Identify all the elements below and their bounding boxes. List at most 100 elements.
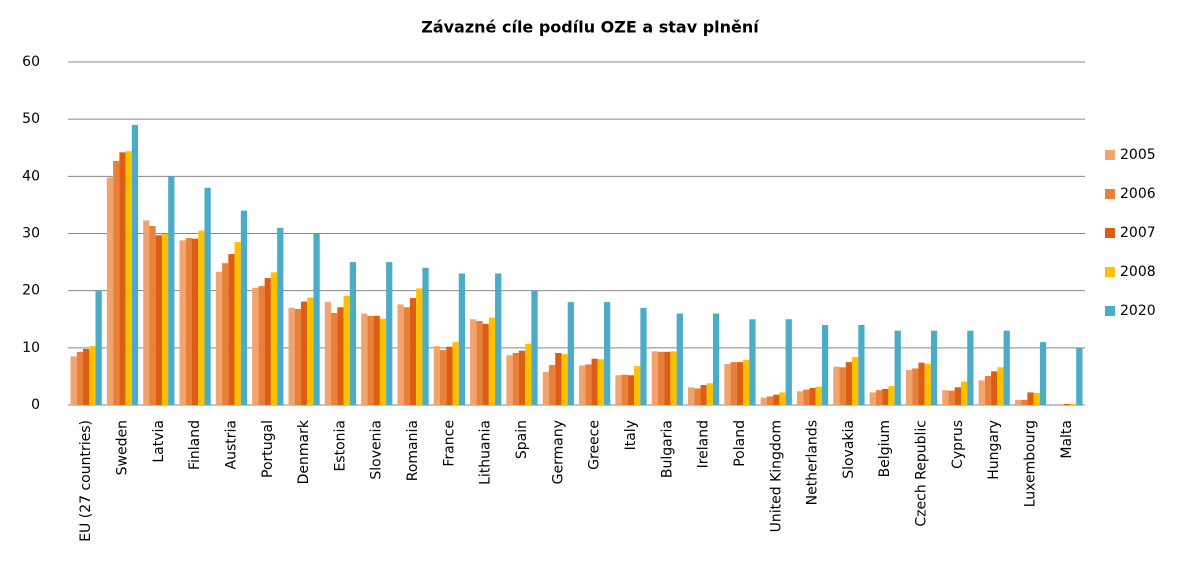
x-tick-label: Denmark xyxy=(296,419,312,484)
legend-label: 2008 xyxy=(1120,264,1156,280)
bar xyxy=(198,230,205,405)
x-tick-label: Slovakia xyxy=(841,420,857,479)
y-tick-label: 30 xyxy=(22,226,40,242)
bar xyxy=(796,391,804,405)
bar xyxy=(579,365,586,405)
bar xyxy=(119,152,126,405)
bar xyxy=(89,346,96,405)
bar xyxy=(773,394,780,405)
x-tick-label: Portugal xyxy=(260,420,276,478)
bar xyxy=(894,330,901,405)
bar xyxy=(288,307,295,405)
legend-swatch xyxy=(1105,189,1115,199)
bar xyxy=(712,313,720,405)
bar xyxy=(912,368,919,405)
x-tick-label: France xyxy=(441,420,457,467)
bar xyxy=(403,307,410,405)
bar xyxy=(960,381,968,405)
bar xyxy=(1027,392,1034,405)
bar xyxy=(869,392,876,405)
x-tick-label: Ireland xyxy=(696,420,712,468)
bar xyxy=(113,160,120,405)
x-tick-label: Latvia xyxy=(151,420,167,463)
bar xyxy=(1021,399,1028,405)
bar xyxy=(495,273,502,405)
bar xyxy=(967,330,974,405)
bar xyxy=(512,352,519,405)
x-tick-label: Sweden xyxy=(114,420,130,475)
bar xyxy=(567,302,574,405)
x-tick-label: Slovenia xyxy=(369,420,385,480)
x-tick-label: Germany xyxy=(550,420,566,484)
bar xyxy=(131,124,139,405)
bar xyxy=(531,290,538,405)
bar xyxy=(215,271,223,405)
bar xyxy=(307,297,314,405)
bar xyxy=(809,387,816,405)
bar xyxy=(222,263,229,405)
bar xyxy=(591,358,598,405)
bar xyxy=(240,210,248,405)
bar xyxy=(694,388,701,405)
bar xyxy=(1069,403,1077,405)
bar xyxy=(634,366,641,405)
bar xyxy=(942,390,949,405)
bar xyxy=(300,301,308,405)
bar xyxy=(627,375,635,405)
bar xyxy=(948,390,955,405)
bar xyxy=(724,363,731,405)
bar xyxy=(83,348,90,405)
bar xyxy=(621,374,628,405)
bar xyxy=(433,346,441,405)
bar xyxy=(518,350,526,405)
bar xyxy=(984,375,992,405)
bar xyxy=(954,387,961,405)
bar xyxy=(815,386,822,405)
bar xyxy=(488,317,496,405)
bar xyxy=(185,238,193,405)
bar xyxy=(997,367,1004,405)
x-tick-label: United Kingdom xyxy=(768,420,784,532)
bar xyxy=(70,356,77,405)
bar xyxy=(749,319,756,405)
bar xyxy=(161,234,169,405)
x-tick-label: Greece xyxy=(587,420,603,470)
x-tick-label: Finland xyxy=(187,420,203,470)
bar xyxy=(918,362,925,405)
bar xyxy=(766,396,774,405)
bar xyxy=(555,352,562,405)
bar xyxy=(1063,403,1070,405)
x-tick-label: Romania xyxy=(405,420,421,481)
bar xyxy=(252,287,259,405)
bar xyxy=(458,273,465,405)
bar xyxy=(367,315,374,405)
x-tick-label: Hungary xyxy=(986,420,1002,480)
bar xyxy=(294,308,301,405)
y-tick-label: 0 xyxy=(31,397,40,413)
bar xyxy=(525,343,532,405)
bar xyxy=(700,384,707,405)
bar xyxy=(476,320,483,405)
bar xyxy=(482,323,489,405)
bar xyxy=(597,359,605,405)
bar xyxy=(452,342,459,405)
legend-label: 2005 xyxy=(1120,147,1156,163)
bar xyxy=(676,313,683,405)
bar xyxy=(179,240,186,405)
bar xyxy=(470,319,477,405)
bar xyxy=(149,226,156,405)
bar xyxy=(343,295,350,405)
bar xyxy=(76,351,84,405)
bar xyxy=(779,392,786,405)
bar xyxy=(331,312,338,405)
x-tick-label: Netherlands xyxy=(805,420,821,505)
y-tick-label: 20 xyxy=(22,283,40,299)
bar xyxy=(548,364,556,405)
bar xyxy=(228,254,235,405)
bar xyxy=(422,267,429,405)
x-tick-label: Austria xyxy=(223,420,239,469)
bar xyxy=(1057,404,1064,405)
bar xyxy=(615,375,622,405)
bar xyxy=(125,151,132,405)
